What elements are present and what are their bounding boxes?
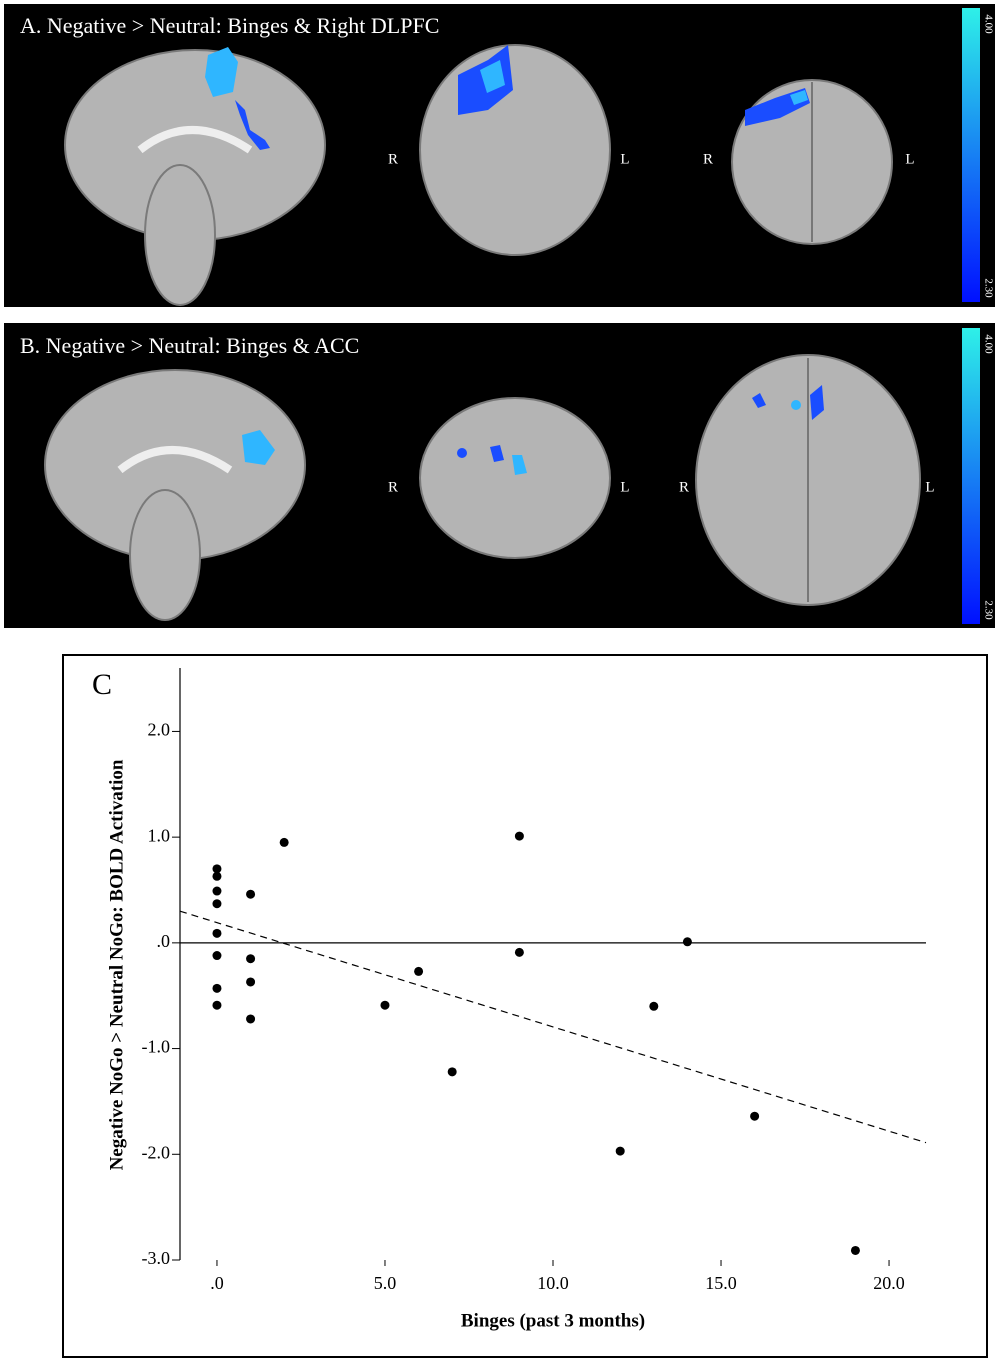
point — [246, 889, 256, 899]
colorbar-label: 4.00 — [982, 334, 994, 354]
point — [279, 837, 289, 847]
y-tick-label: .0 — [157, 931, 171, 951]
orientation-label: L — [905, 151, 914, 167]
colorbar-label: 2.30 — [982, 600, 994, 620]
y-tick-label: -2.0 — [142, 1142, 171, 1162]
point — [380, 1000, 390, 1010]
point — [750, 1111, 760, 1121]
point — [246, 954, 256, 964]
point — [649, 1001, 659, 1011]
x-tick-label: 20.0 — [873, 1273, 905, 1293]
panel-a: A. Negative > Neutral: Binges & Right DL… — [4, 4, 995, 307]
brain-sagittal — [64, 47, 326, 306]
brain-coronal — [419, 397, 611, 559]
orientation-label: R — [679, 479, 689, 495]
panel-label: B. Negative > Neutral: Binges & ACC — [20, 333, 359, 358]
x-axis-label: Binges (past 3 months) — [461, 1310, 645, 1331]
point — [212, 983, 222, 993]
orientation-label: R — [388, 151, 398, 167]
orientation-label: R — [703, 151, 713, 167]
point — [447, 1067, 457, 1077]
panel-label: A. Negative > Neutral: Binges & Right DL… — [20, 13, 439, 38]
brain-coronal — [419, 44, 611, 256]
colorbar-label: 4.00 — [982, 14, 994, 34]
x-tick-label: 15.0 — [705, 1273, 737, 1293]
x-tick-label: 5.0 — [374, 1273, 397, 1293]
point — [246, 1014, 256, 1024]
point — [850, 1245, 860, 1255]
y-tick-label: -3.0 — [142, 1248, 171, 1268]
point — [682, 937, 692, 947]
orientation-label: L — [620, 479, 629, 495]
point — [514, 831, 524, 841]
point — [212, 928, 222, 938]
y-axis-label: Negative NoGo > Neutral NoGo: BOLD Activ… — [106, 759, 127, 1170]
orientation-label: L — [925, 479, 934, 495]
brain-axial — [695, 354, 921, 606]
x-tick-label: 10.0 — [537, 1273, 569, 1293]
point — [212, 886, 222, 896]
y-tick-label: 2.0 — [148, 720, 171, 740]
point — [212, 951, 222, 961]
point — [414, 966, 424, 976]
colorbar — [962, 8, 980, 302]
panel-b: B. Negative > Neutral: Binges & ACC R L … — [4, 323, 995, 628]
chart-title: C — [92, 668, 112, 701]
colorbar-label: 2.30 — [982, 278, 994, 298]
brain-axial — [731, 79, 893, 245]
brain-sagittal — [44, 369, 306, 621]
orientation-label: R — [388, 479, 398, 495]
point — [246, 977, 256, 987]
x-tick-label: .0 — [210, 1273, 224, 1293]
point — [212, 871, 222, 881]
colorbar — [962, 328, 980, 624]
point — [212, 864, 222, 874]
point — [212, 1000, 222, 1010]
point — [212, 899, 222, 909]
fit-line — [179, 910, 927, 1144]
chart-frame — [62, 654, 988, 1358]
y-tick-label: 1.0 — [148, 825, 171, 845]
orientation-label: L — [620, 151, 629, 167]
point — [615, 1146, 625, 1156]
point — [514, 947, 524, 957]
y-tick-label: -1.0 — [142, 1037, 171, 1057]
